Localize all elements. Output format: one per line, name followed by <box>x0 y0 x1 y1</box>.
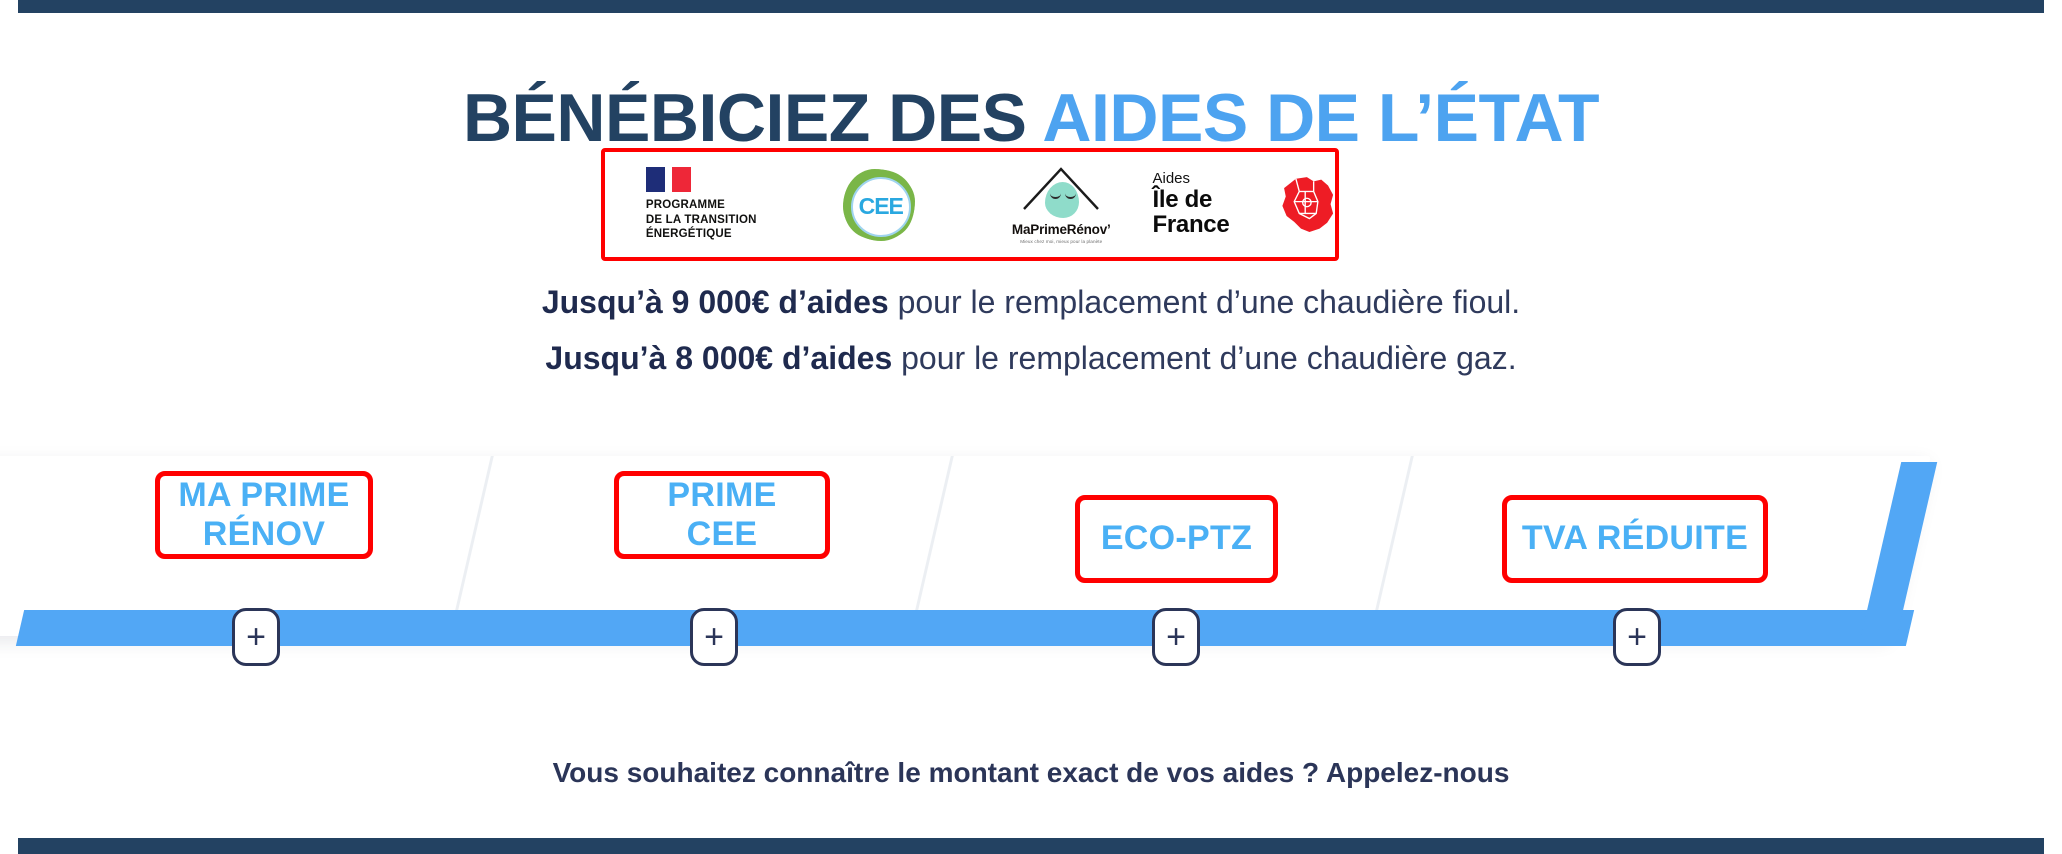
aid-amount-gaz-rest: pour le remplacement d’une chaudière gaz… <box>892 340 1517 376</box>
ile-de-france-map-icon <box>1282 176 1334 232</box>
aid-card-tva-reduite-line1: TVA RÉDUITE <box>1521 519 1749 558</box>
expand-button-prime-cee[interactable]: + <box>690 608 738 666</box>
aid-amount-fioul-bold: Jusqu’à 9 000€ d’aides <box>541 284 889 320</box>
plus-icon: + <box>246 618 266 656</box>
aid-amount-gaz-bold: Jusqu’à 8 000€ d’aides <box>545 340 893 376</box>
aid-card-eco-ptz-text: ECO-PTZ <box>1101 519 1252 558</box>
idf-line-2: Île de France <box>1152 186 1230 239</box>
logo-cell-programme: PROGRAMME DE LA TRANSITION ÉNERGÉTIQUE <box>605 152 788 257</box>
logo-cell-idf: Aides Île de France <box>1153 152 1336 257</box>
top-divider-bar <box>18 0 2044 13</box>
maprimerenov-logo: MaPrimeRénov’ Mieux chez moi, mieux pour… <box>1012 166 1111 244</box>
aid-card-ma-prime-renov[interactable]: MA PRIME RÉNOV <box>155 471 373 559</box>
programme-transition-energetique-logo: PROGRAMME DE LA TRANSITION ÉNERGÉTIQUE <box>636 167 757 241</box>
idf-logo-text: Aides Île de France <box>1153 171 1274 237</box>
page-title-blue-part: AIDES DE L’ÉTAT <box>1042 79 1600 156</box>
programme-logo-text: PROGRAMME DE LA TRANSITION ÉNERGÉTIQUE <box>646 198 757 241</box>
partner-logo-strip: PROGRAMME DE LA TRANSITION ÉNERGÉTIQUE C… <box>601 148 1339 261</box>
aid-card-tva-reduite[interactable]: TVA RÉDUITE <box>1502 495 1768 583</box>
smiling-eye-left-icon <box>1050 190 1062 199</box>
expand-button-tva-reduite[interactable]: + <box>1613 608 1661 666</box>
aid-card-ma-prime-renov-text: MA PRIME RÉNOV <box>178 476 349 555</box>
aid-card-ma-prime-renov-line1: MA PRIME <box>178 475 350 514</box>
aid-card-tva-reduite-text: TVA RÉDUITE <box>1522 519 1748 558</box>
expand-button-eco-ptz[interactable]: + <box>1152 608 1200 666</box>
plus-icon: + <box>1627 618 1647 656</box>
logo-cell-cee: CEE <box>788 152 971 257</box>
aides-ile-de-france-logo: Aides Île de France <box>1153 171 1336 239</box>
logo-cell-maprimerenov: MaPrimeRénov’ Mieux chez moi, mieux pour… <box>970 152 1153 257</box>
aid-card-prime-cee-line2: CEE <box>686 515 758 553</box>
maprimerenov-tagline: Mieux chez moi, mieux pour la planète <box>1020 238 1103 244</box>
aid-card-ma-prime-renov-line2: RÉNOV <box>202 515 326 553</box>
maprimerenov-face-blob <box>1045 181 1080 218</box>
aid-card-prime-cee[interactable]: PRIME CEE <box>614 471 830 559</box>
aid-types-banner: MA PRIME RÉNOV + PRIME CEE + ECO-PTZ + T… <box>0 440 2062 666</box>
idf-line-1: Aides <box>1152 170 1191 188</box>
house-roof-icon <box>1023 166 1100 210</box>
page-title: BÉNÉBICIEZ DES AIDES DE L’ÉTAT <box>0 84 2062 152</box>
maprimerenov-wordmark: MaPrimeRénov’ <box>1011 221 1111 237</box>
aid-amount-line-gaz: Jusqu’à 8 000€ d’aides pour le remplacem… <box>0 342 2062 374</box>
aid-card-prime-cee-line1: PRIME <box>667 475 777 514</box>
plus-icon: + <box>1166 618 1186 656</box>
cee-logo-label: CEE <box>858 193 904 219</box>
french-flag-icon <box>645 167 691 193</box>
aid-card-eco-ptz-line1: ECO-PTZ <box>1100 519 1253 558</box>
bottom-divider-bar <box>18 838 2044 854</box>
aid-card-eco-ptz[interactable]: ECO-PTZ <box>1075 495 1278 583</box>
aid-amount-fioul-rest: pour le remplacement d’une chaudière fio… <box>888 284 1521 320</box>
plus-icon: + <box>704 618 724 656</box>
contact-cta-text: Vous souhaitez connaître le montant exac… <box>552 757 1510 788</box>
cee-logo: CEE <box>829 155 929 254</box>
programme-line-2: DE LA TRANSITION <box>645 213 757 226</box>
page-title-dark-part: BÉNÉBICIEZ DES <box>462 79 1043 156</box>
expand-button-ma-prime-renov[interactable]: + <box>232 608 280 666</box>
aid-card-prime-cee-text: PRIME CEE <box>667 476 776 555</box>
aid-amount-line-fioul: Jusqu’à 9 000€ d’aides pour le remplacem… <box>0 286 2062 318</box>
maprimerenov-mark-icon <box>1022 166 1100 218</box>
cee-inner-disc: CEE <box>850 176 911 237</box>
programme-line-3: ÉNERGÉTIQUE <box>645 228 732 241</box>
smiling-eye-right-icon <box>1065 190 1077 199</box>
programme-line-1: PROGRAMME <box>645 199 725 212</box>
